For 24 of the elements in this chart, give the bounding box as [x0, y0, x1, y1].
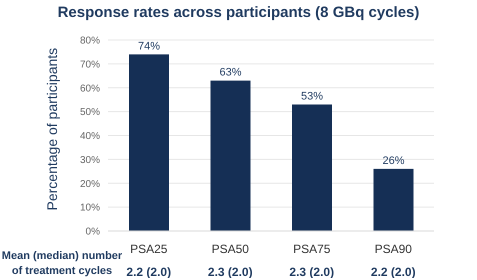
x-tick-label: PSA90 — [374, 242, 412, 256]
y-tick-label: 70% — [80, 59, 100, 70]
x-tick-label: PSA25 — [130, 242, 168, 256]
x-tick-label: PSA50 — [212, 242, 250, 256]
y-tick-label: 30% — [80, 154, 100, 166]
y-tick-label: 80% — [80, 36, 100, 47]
data-label: 74% — [138, 40, 160, 52]
data-label: 26% — [382, 154, 405, 167]
data-label: 53% — [300, 90, 324, 102]
data-label: 63% — [219, 66, 242, 79]
y-tick-label: 60% — [80, 83, 100, 94]
x-tick-label: PSA75 — [293, 242, 331, 256]
bar — [292, 104, 332, 231]
y-axis-title: Percentage of participants — [44, 48, 60, 210]
bar — [129, 54, 169, 231]
y-tick-label: 50% — [80, 107, 100, 118]
y-tick-label: 40% — [80, 131, 100, 142]
y-tick-label: 20% — [80, 178, 100, 190]
y-tick-label: 0% — [86, 226, 100, 238]
text: Mean (median) number of treatment cycles — [0, 249, 124, 279]
chart-title: Response rates across participants (8 GBq cycles) — [56, 4, 420, 21]
bar — [210, 80, 250, 231]
bar — [374, 168, 414, 231]
y-tick-label: 10% — [80, 202, 100, 214]
